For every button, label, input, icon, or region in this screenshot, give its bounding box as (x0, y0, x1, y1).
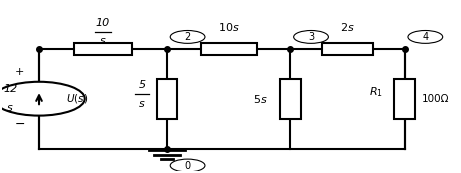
Text: $U(s)$: $U(s)$ (65, 92, 88, 105)
Text: 4: 4 (422, 32, 428, 42)
Bar (395, 79, 415, 119)
Text: $2s$: $2s$ (340, 21, 355, 33)
Text: +: + (15, 67, 24, 78)
Text: s: s (7, 103, 13, 113)
Text: 3: 3 (308, 32, 314, 42)
Bar (74, 43, 132, 55)
Text: s: s (139, 99, 145, 109)
Circle shape (170, 159, 205, 172)
Bar (157, 79, 177, 119)
Circle shape (294, 30, 328, 43)
Text: 0: 0 (184, 161, 191, 171)
Text: $5s$: $5s$ (254, 93, 268, 105)
Text: 5: 5 (138, 80, 145, 90)
Text: $10s$: $10s$ (218, 21, 240, 33)
Text: s: s (100, 36, 106, 46)
Circle shape (408, 30, 443, 43)
Bar (280, 79, 301, 119)
Text: −: − (15, 118, 25, 131)
Text: $R_1$: $R_1$ (369, 85, 384, 99)
Text: 10: 10 (96, 17, 110, 28)
Text: 100Ω: 100Ω (422, 94, 449, 104)
Circle shape (0, 82, 85, 116)
Bar (201, 43, 256, 55)
Text: 12: 12 (3, 84, 18, 94)
Text: 2: 2 (184, 32, 191, 42)
Circle shape (170, 30, 205, 43)
Bar (322, 43, 373, 55)
